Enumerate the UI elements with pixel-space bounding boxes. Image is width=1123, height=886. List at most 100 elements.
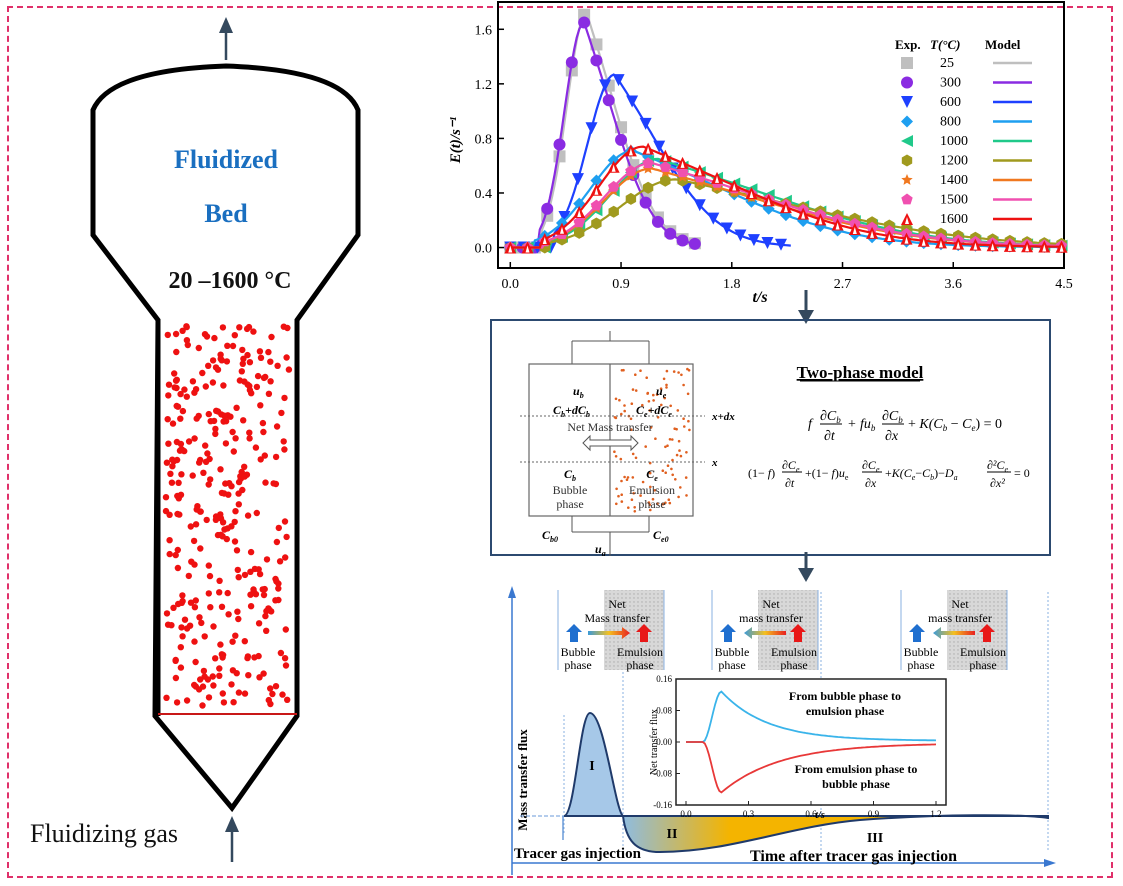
model-line-1600	[510, 145, 1064, 249]
particle	[273, 538, 281, 546]
legend-marker-300	[901, 76, 913, 89]
particle	[166, 511, 173, 518]
panel-bubble-label-2: phase	[564, 658, 591, 672]
data-point-300	[639, 196, 652, 209]
legend-label-600: 600	[940, 95, 961, 110]
particle	[269, 690, 276, 698]
flow-arrow-2-icon	[798, 552, 814, 582]
transfer-arrow-icon	[588, 627, 630, 639]
panel-title-2: mass transfer	[928, 611, 992, 625]
inset-x-tick-label: 1.2	[930, 809, 941, 819]
particle	[256, 674, 263, 681]
particle	[247, 603, 255, 610]
particle	[192, 521, 200, 528]
emulsion-particle	[677, 495, 680, 499]
x-plus-dx-label: x+dx	[711, 411, 735, 423]
region-I-curve	[563, 711, 626, 817]
particle	[246, 359, 254, 366]
emulsion-particle	[633, 510, 637, 513]
particle	[250, 328, 257, 335]
particle	[190, 537, 198, 545]
particle	[207, 604, 214, 611]
particle	[261, 452, 268, 459]
data-point-600	[571, 173, 584, 186]
emulsion-particle	[655, 393, 659, 396]
data-point-300	[541, 202, 554, 215]
emulsion-particle	[685, 451, 688, 454]
particle	[209, 357, 217, 364]
legend-label-1200: 1200	[940, 154, 968, 169]
particle	[251, 565, 259, 573]
particle	[189, 378, 197, 385]
particle	[222, 440, 230, 447]
particle	[233, 404, 240, 411]
flux-schematic: Mass transfer flux I II III Tracer gas i…	[508, 586, 1056, 875]
emulsion-particle	[646, 392, 649, 395]
flow-arrow-1-icon	[798, 290, 814, 324]
data-point-300	[553, 138, 566, 151]
svg-text:+K(Ce−Cb)−Da: +K(Ce−Cb)−Da	[885, 466, 958, 482]
emulsion-particle	[644, 445, 647, 448]
panel-emulsion-label: Emulsion	[617, 645, 663, 659]
particle	[276, 558, 284, 565]
equation-1: f ∂Cb ∂t + fub ∂Cb ∂x + K(Cb − Ce) = 0	[808, 409, 1002, 444]
particle	[265, 348, 272, 356]
inset-y-tick-label: 0.08	[656, 706, 672, 716]
particle	[181, 616, 189, 623]
particle	[224, 342, 231, 349]
model-title: Two-phase model	[797, 363, 924, 382]
emulsion-particle	[686, 392, 690, 396]
particle	[168, 479, 176, 486]
bubble-phase-label-1: Bubble	[553, 483, 588, 497]
particle	[229, 638, 236, 645]
particle	[241, 378, 248, 385]
emulsion-phase-label-2: phase	[638, 497, 665, 511]
particle	[163, 610, 171, 617]
emulsion-particle	[666, 464, 670, 467]
particle	[212, 425, 219, 433]
panel-bubble-label-2: phase	[907, 658, 934, 672]
data-point-25	[590, 38, 603, 51]
particle	[174, 546, 181, 554]
particle	[202, 383, 209, 390]
emulsion-particle	[627, 506, 630, 509]
annotation-bubble-to-emulsion-2: emulsion phase	[806, 704, 885, 718]
particle	[163, 694, 170, 701]
particle	[282, 626, 289, 633]
particle	[257, 402, 264, 409]
svg-text:∂Ce: ∂Ce	[782, 458, 800, 474]
particle	[275, 596, 282, 604]
particle	[179, 327, 186, 334]
particle	[201, 633, 208, 640]
svg-text:Cb: Cb	[564, 467, 576, 483]
panel-bubble-label: Bubble	[904, 645, 939, 659]
particle	[169, 456, 176, 463]
emulsion-particle	[630, 498, 634, 501]
emulsion-particle	[620, 500, 624, 503]
legend-marker-600	[901, 96, 913, 108]
particle	[196, 614, 203, 621]
particle	[267, 358, 274, 365]
particle	[202, 458, 210, 465]
emulsion-particle	[632, 492, 635, 495]
particle	[253, 383, 261, 391]
particle	[181, 386, 188, 393]
particle	[189, 472, 196, 479]
emulsion-particle	[661, 502, 665, 506]
emulsion-particle	[677, 371, 680, 374]
particle	[178, 471, 185, 478]
net-transfer-inset-chart: 0.0 0.3 0.6 0.9 1.2 0.16 0.08 0.00 -0.08 -0.16 Ne…	[649, 674, 947, 821]
emulsion-particle	[670, 467, 673, 471]
particle	[240, 417, 247, 424]
particle	[234, 608, 241, 615]
y-tick-label: 0.8	[475, 132, 493, 147]
reactor-title-line2: Bed	[204, 199, 248, 228]
svg-text:= 0: = 0	[1014, 466, 1030, 480]
emulsion-particle	[619, 457, 623, 461]
emulsion-particle	[660, 403, 663, 407]
svg-text:f: f	[808, 417, 814, 432]
particle	[211, 334, 218, 342]
particle	[220, 418, 227, 425]
particle	[228, 681, 235, 688]
panel-bubble-label: Bubble	[715, 645, 750, 659]
